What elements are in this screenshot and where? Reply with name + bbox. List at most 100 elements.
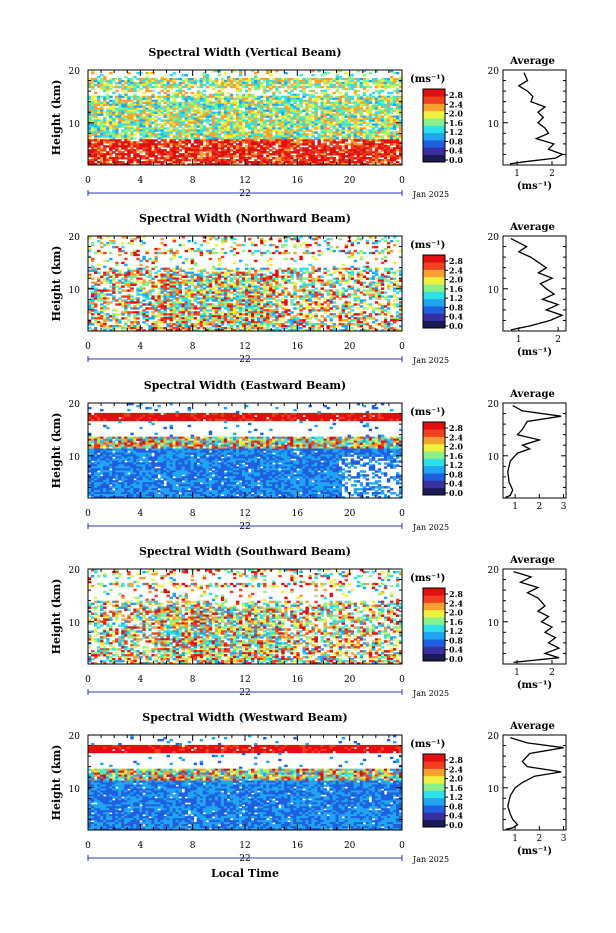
heatmap-cell: [145, 307, 148, 309]
heatmap-cell: [197, 250, 200, 252]
heatmap-cell: [139, 139, 142, 141]
heatmap-cell: [320, 92, 323, 94]
heatmap-cell: [94, 297, 97, 299]
heatmap-cell: [109, 72, 112, 74]
heatmap-cell: [339, 133, 342, 135]
heatmap-cell: [179, 125, 182, 127]
heatmap-cell: [157, 270, 160, 272]
heatmap-cell: [106, 289, 109, 291]
heatmap-cell: [330, 157, 333, 159]
heatmap-cell: [254, 88, 257, 90]
heatmap-cell: [218, 155, 221, 157]
heatmap-cell: [145, 272, 148, 274]
heatmap-cell: [327, 102, 330, 104]
heatmap-cell: [266, 110, 269, 112]
heatmap-cell: [97, 104, 100, 106]
heatmap-cell: [299, 74, 302, 76]
heatmap-cell: [142, 299, 145, 301]
heatmap-cell: [127, 242, 130, 244]
heatmap-cell: [179, 78, 182, 80]
heatmap-cell: [191, 317, 194, 319]
heatmap-cell: [133, 145, 136, 147]
heatmap-cell: [278, 92, 281, 94]
heatmap-cell: [372, 119, 375, 121]
heatmap-cell: [130, 327, 133, 329]
heatmap-cell: [103, 260, 106, 262]
heatmap-cell: [197, 80, 200, 82]
heatmap-cell: [345, 110, 348, 112]
heatmap-cell: [369, 72, 372, 74]
heatmap-cell: [112, 242, 115, 244]
heatmap-cell: [360, 86, 363, 88]
colorbar-swatch: [423, 89, 445, 97]
heatmap-cell: [100, 293, 103, 295]
heatmap-cell: [302, 102, 305, 104]
average-y-tick-label: 10: [488, 120, 500, 130]
heatmap-cell: [88, 323, 91, 325]
heatmap-cell: [212, 280, 215, 282]
heatmap-cell: [378, 131, 381, 133]
heatmap-cell: [242, 121, 245, 123]
heatmap-cell: [245, 116, 248, 118]
heatmap-cell: [384, 133, 387, 135]
heatmap-cell: [342, 96, 345, 98]
heatmap-cell: [366, 153, 369, 155]
heatmap-cell: [317, 108, 320, 110]
heatmap-cell: [203, 280, 206, 282]
heatmap-cell: [109, 96, 112, 98]
heatmap-cell: [133, 307, 136, 309]
heatmap-cell: [390, 86, 393, 88]
heatmap-cell: [136, 258, 139, 260]
heatmap-cell: [239, 161, 242, 163]
heatmap-cell: [139, 147, 142, 149]
heatmap-cell: [342, 141, 345, 143]
heatmap-cell: [163, 244, 166, 246]
heatmap-cell: [100, 96, 103, 98]
heatmap-cell: [351, 135, 354, 137]
heatmap-cell: [369, 121, 372, 123]
heatmap-cell: [157, 123, 160, 125]
heatmap-cell: [121, 80, 124, 82]
heatmap-cell: [333, 127, 336, 129]
heatmap-cell: [154, 266, 157, 268]
heatmap-cell: [173, 110, 176, 112]
heatmap-cell: [290, 112, 293, 114]
heatmap-cell: [133, 76, 136, 78]
heatmap-cell: [188, 276, 191, 278]
heatmap-cell: [393, 104, 396, 106]
heatmap-cell: [200, 86, 203, 88]
heatmap-cell: [121, 289, 124, 291]
heatmap-cell: [142, 274, 145, 276]
heatmap-cell: [299, 139, 302, 141]
heatmap-cell: [182, 284, 185, 286]
heatmap-cell: [100, 143, 103, 145]
heatmap-cell: [136, 155, 139, 157]
heatmap-cell: [97, 284, 100, 286]
heatmap-cell: [354, 94, 357, 96]
heatmap-cell: [206, 121, 209, 123]
heatmap-cell: [182, 98, 185, 100]
heatmap-cell: [269, 88, 272, 90]
heatmap-cell: [188, 282, 191, 284]
colorbar-unit: (ms⁻¹): [410, 74, 445, 85]
heatmap-cell: [88, 98, 91, 100]
heatmap-cell: [91, 260, 94, 262]
panel-title: Spectral Width (Northward Beam): [139, 212, 351, 225]
heatmap-cell: [357, 161, 360, 163]
heatmap-cell: [106, 307, 109, 309]
heatmap-cell: [151, 135, 154, 137]
heatmap-cell: [221, 242, 224, 244]
heatmap-cell: [154, 139, 157, 141]
heatmap-cell: [91, 323, 94, 325]
heatmap-cell: [124, 295, 127, 297]
heatmap-cell: [197, 285, 200, 287]
heatmap-cell: [148, 86, 151, 88]
heatmap-cell: [209, 86, 212, 88]
heatmap-cell: [115, 313, 118, 315]
heatmap-cell: [118, 86, 121, 88]
heatmap-cell: [179, 297, 182, 299]
heatmap-cell: [324, 98, 327, 100]
heatmap-cell: [212, 108, 215, 110]
heatmap-cell: [393, 143, 396, 145]
